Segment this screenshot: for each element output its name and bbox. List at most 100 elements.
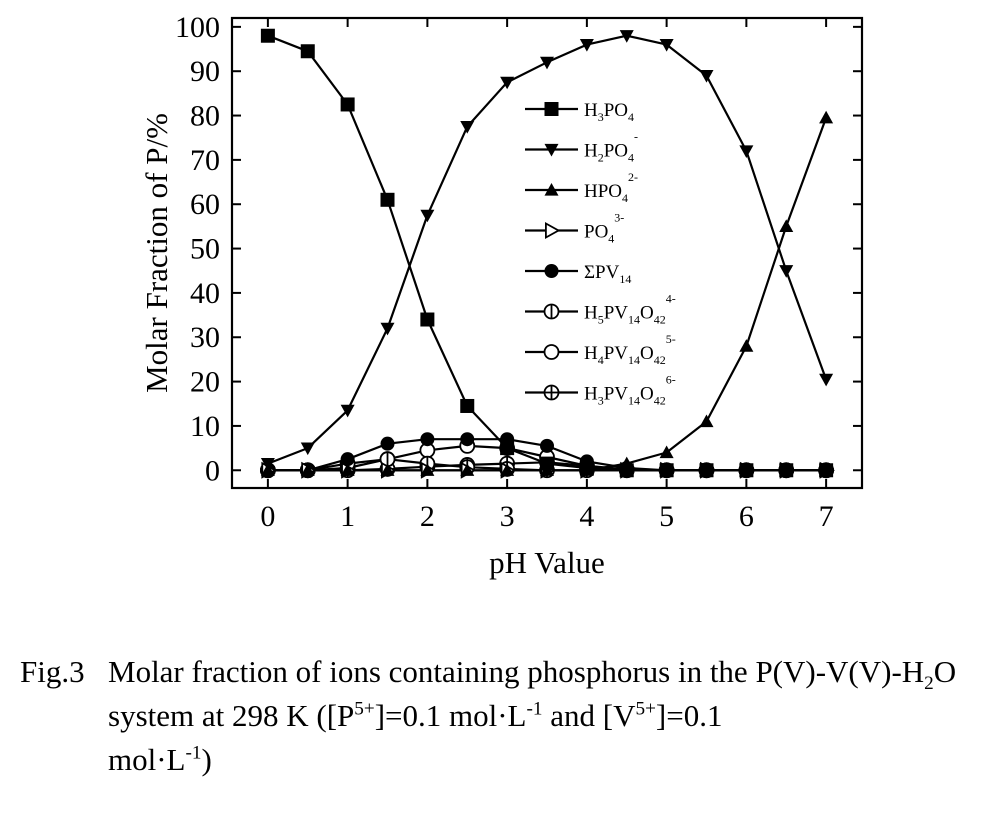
- data-point: [739, 145, 754, 159]
- y-axis-label: Molar Fraction of P/%: [139, 113, 174, 393]
- data-point: [500, 76, 515, 90]
- legend-marker: [544, 102, 559, 116]
- legend-label-part: 3-: [614, 211, 624, 225]
- legend-marker: [544, 264, 559, 278]
- data-point: [460, 398, 475, 413]
- legend-label-part: 2-: [628, 170, 638, 184]
- legend-label-part: 4: [628, 151, 634, 165]
- legend-marker: [543, 303, 560, 320]
- data-point: [779, 463, 794, 478]
- data-point: [699, 463, 714, 478]
- legend-label-text: H: [584, 343, 598, 364]
- legend-label-part: 2: [598, 151, 604, 165]
- x-tick-label: 7: [819, 500, 834, 533]
- x-tick-label: 5: [659, 500, 674, 533]
- legend-item: H5PV14O424-: [525, 292, 676, 327]
- caption-text-end: mol·L-1): [108, 742, 212, 777]
- data-point: [340, 97, 355, 112]
- legend-label-part: 42: [654, 313, 666, 327]
- data-point: [779, 265, 794, 278]
- plot-frame: [230, 16, 864, 490]
- legend-marker: [543, 344, 560, 360]
- legend-label-part: 4: [622, 191, 628, 205]
- data-point: [300, 463, 315, 476]
- data-point: [500, 441, 515, 456]
- series-line-2: [267, 117, 828, 472]
- data-point: [340, 463, 355, 476]
- legend-label: PO43-: [584, 211, 624, 246]
- legend-item: H4PV14O425-: [525, 332, 676, 367]
- data-point: [819, 373, 834, 387]
- legend-marker: [544, 143, 559, 157]
- legend-label-part: 3: [598, 110, 604, 124]
- data-point: [619, 463, 634, 478]
- legend-label-part: 6-: [666, 373, 676, 387]
- legend-label-part: PO: [604, 100, 628, 121]
- legend-label-text: H: [584, 100, 598, 121]
- legend-item: H2PO4-: [525, 130, 638, 165]
- data-point: [420, 463, 435, 476]
- legend-label-part: 42: [654, 353, 666, 367]
- caption-text: Molar fraction of ions containing phosph…: [108, 654, 957, 733]
- legend-label-part: 4: [598, 353, 604, 367]
- legend-label-part: -: [634, 130, 638, 144]
- y-tick-label: 30: [190, 321, 220, 354]
- y-tick-label: 80: [190, 100, 220, 133]
- data-point: [460, 463, 475, 476]
- caption-label: Fig.3: [20, 654, 85, 689]
- legend-label-text: H: [584, 141, 598, 162]
- data-point: [819, 110, 834, 124]
- legend-label-part: 3: [598, 394, 604, 408]
- legend-label-part: 4: [608, 232, 614, 246]
- data-point: [540, 438, 554, 453]
- data-point: [260, 28, 275, 43]
- data-point: [540, 56, 554, 70]
- legend-label-part: 5-: [666, 332, 676, 346]
- legend-label-part: 14: [628, 313, 640, 327]
- legend-label-part: 14: [628, 353, 640, 367]
- legend-label-part: PO: [604, 141, 628, 162]
- data-point: [739, 463, 754, 478]
- y-tick-label: 100: [175, 11, 220, 44]
- legend-item: H3PO4: [525, 100, 634, 124]
- legend-label-part: PV: [604, 343, 629, 364]
- legend-label: H3PV14O426-: [584, 373, 676, 408]
- legend-item: HPO42-: [525, 170, 638, 205]
- data-point: [340, 404, 355, 418]
- legend-label-part: 42: [654, 394, 666, 408]
- y-tick-label: 10: [190, 410, 220, 443]
- y-tick-label: 50: [190, 233, 220, 266]
- legend-marker: [544, 183, 559, 196]
- legend-item: H3PV14O426-: [525, 373, 676, 408]
- legend-label-part: 4-: [666, 292, 676, 306]
- legend-label-text: HPO: [584, 181, 622, 202]
- series-markers: [259, 28, 835, 479]
- legend-label-text: H: [584, 303, 598, 324]
- x-tick-label: 2: [420, 500, 435, 533]
- x-tick-label: 1: [340, 500, 355, 533]
- x-axis-label: pH Value: [489, 545, 605, 580]
- data-point: [579, 39, 594, 52]
- legend-item: PO43-: [525, 211, 624, 246]
- data-point: [619, 30, 634, 43]
- data-point: [819, 463, 834, 478]
- legend-marker: [545, 221, 561, 240]
- data-point: [260, 458, 275, 471]
- legend-label-part: O: [640, 343, 654, 364]
- x-tick-label: 4: [579, 500, 594, 533]
- x-tick-label: 3: [500, 500, 515, 533]
- y-tick-label: 20: [190, 366, 220, 399]
- data-point: [460, 432, 475, 447]
- legend-label: H3PO4: [584, 100, 634, 124]
- legend-label: HPO42-: [584, 170, 638, 205]
- data-point: [420, 209, 435, 223]
- data-point: [340, 452, 355, 467]
- data-point: [380, 436, 395, 451]
- legend-label: H2PO4-: [584, 130, 638, 165]
- data-point: [380, 463, 395, 476]
- legend-label-part: O: [640, 303, 654, 324]
- y-tick-label: 60: [190, 188, 220, 221]
- data-point: [659, 463, 674, 478]
- legend-label-part: 14: [619, 272, 631, 286]
